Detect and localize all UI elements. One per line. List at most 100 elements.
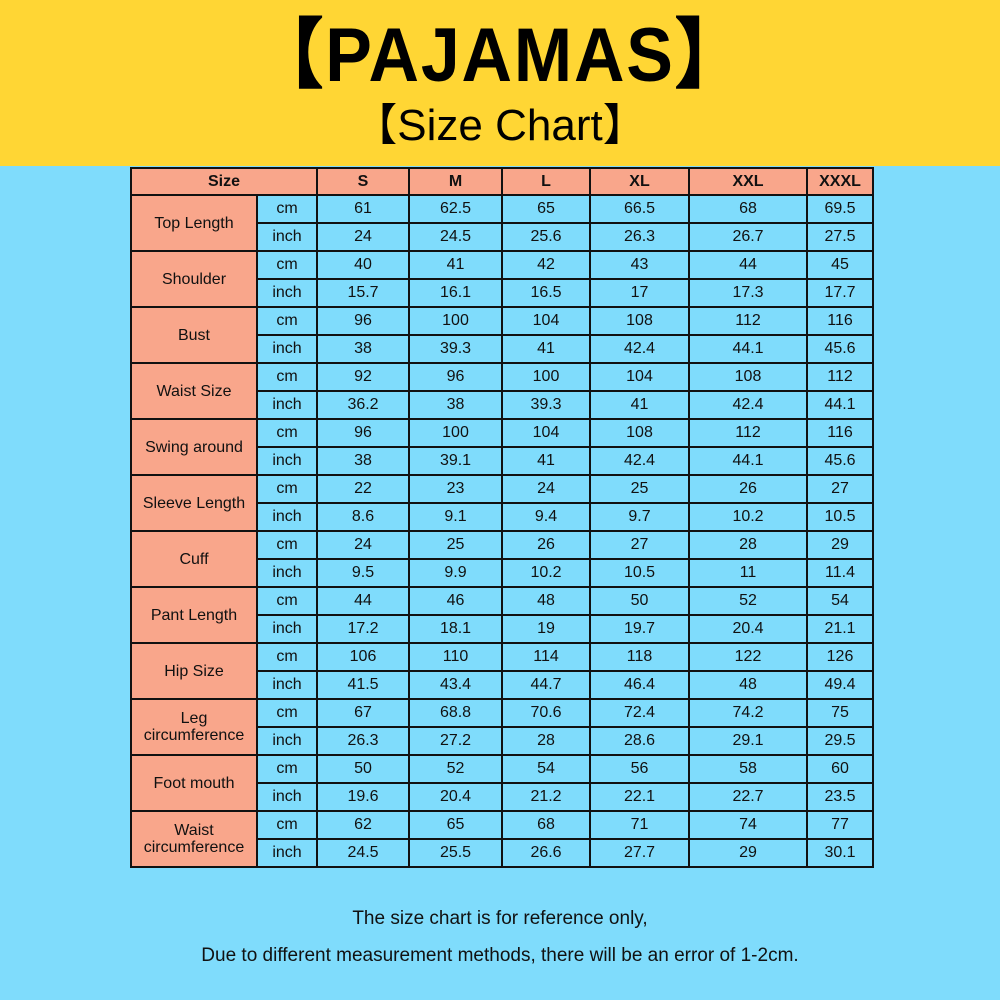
value-cell: 112 bbox=[688, 418, 809, 448]
table-row: inch 8.6 9.1 9.4 9.7 10.2 10.5 bbox=[131, 502, 875, 532]
unit-cell: cm bbox=[255, 250, 319, 280]
value-cell: 74 bbox=[688, 810, 809, 840]
value-cell: 92 bbox=[316, 362, 411, 392]
value-cell: 26.6 bbox=[501, 838, 592, 868]
value-cell: 24 bbox=[316, 530, 411, 560]
measurement-label: Bust bbox=[130, 306, 258, 364]
measurement-label: Leg circumference bbox=[130, 698, 258, 756]
value-cell: 23.5 bbox=[806, 782, 875, 812]
measurement-label: Pant Length bbox=[130, 586, 258, 644]
value-cell: 48 bbox=[688, 670, 809, 700]
note-error: Due to different measurement methods, th… bbox=[201, 945, 799, 966]
measurement-label: Shoulder bbox=[130, 250, 258, 308]
value-cell: 22 bbox=[316, 474, 411, 504]
value-cell: 29 bbox=[806, 530, 875, 560]
unit-cell: inch bbox=[255, 334, 319, 364]
value-cell: 39.3 bbox=[408, 334, 504, 364]
value-cell: 52 bbox=[688, 586, 809, 616]
value-cell: 112 bbox=[806, 362, 875, 392]
value-cell: 116 bbox=[806, 418, 875, 448]
value-cell: 48 bbox=[501, 586, 592, 616]
value-cell: 44 bbox=[316, 586, 411, 616]
table-row: inch 24 24.5 25.6 26.3 26.7 27.5 bbox=[131, 222, 875, 252]
value-cell: 20.4 bbox=[688, 614, 809, 644]
measurement-label: Swing around bbox=[130, 418, 258, 476]
table-row: inch 38 39.3 41 42.4 44.1 45.6 bbox=[131, 334, 875, 364]
value-cell: 36.2 bbox=[316, 390, 411, 420]
value-cell: 96 bbox=[316, 306, 411, 336]
value-cell: 44.1 bbox=[688, 334, 809, 364]
value-cell: 52 bbox=[408, 754, 504, 784]
value-cell: 29.1 bbox=[688, 726, 809, 756]
value-cell: 27 bbox=[806, 474, 875, 504]
table-row: Cuff cm 24 25 26 27 28 29 bbox=[130, 530, 875, 588]
value-cell: 71 bbox=[589, 810, 691, 840]
value-cell: 21.1 bbox=[806, 614, 875, 644]
size-column-header: XL bbox=[589, 167, 691, 196]
value-cell: 25 bbox=[589, 474, 691, 504]
value-cell: 68 bbox=[501, 810, 592, 840]
measurement-label: Waist circumference bbox=[130, 810, 258, 868]
measurement-label: Foot mouth bbox=[130, 754, 258, 812]
value-cell: 15.7 bbox=[316, 278, 411, 308]
value-cell: 110 bbox=[408, 642, 504, 672]
value-cell: 65 bbox=[501, 194, 592, 224]
value-cell: 72.4 bbox=[589, 698, 691, 728]
value-cell: 104 bbox=[501, 418, 592, 448]
value-cell: 68.8 bbox=[408, 698, 504, 728]
value-cell: 54 bbox=[806, 586, 875, 616]
measurement-label: Top Length bbox=[130, 194, 258, 252]
value-cell: 77 bbox=[806, 810, 875, 840]
unit-cell: inch bbox=[255, 502, 319, 532]
value-cell: 106 bbox=[316, 642, 411, 672]
table-row: Pant Length cm 44 46 48 50 52 54 bbox=[130, 586, 875, 644]
value-cell: 25.5 bbox=[408, 838, 504, 868]
unit-cell: cm bbox=[255, 754, 319, 784]
value-cell: 58 bbox=[688, 754, 809, 784]
value-cell: 17.7 bbox=[806, 278, 875, 308]
table-row: inch 15.7 16.1 16.5 17 17.3 17.7 bbox=[131, 278, 875, 308]
table-row: Foot mouth cm 50 52 54 56 58 60 bbox=[130, 754, 875, 812]
measurement-label: Cuff bbox=[130, 530, 258, 588]
table-row: inch 41.5 43.4 44.7 46.4 48 49.4 bbox=[131, 670, 875, 700]
table-row: Shoulder cm 40 41 42 43 44 45 bbox=[130, 250, 875, 308]
value-cell: 29 bbox=[688, 838, 809, 868]
value-cell: 41 bbox=[408, 250, 504, 280]
value-cell: 9.7 bbox=[589, 502, 691, 532]
value-cell: 27.5 bbox=[806, 222, 875, 252]
page-subtitle: 【Size Chart】 bbox=[353, 101, 647, 150]
value-cell: 27 bbox=[589, 530, 691, 560]
value-cell: 38 bbox=[408, 390, 504, 420]
value-cell: 38 bbox=[316, 446, 411, 476]
value-cell: 122 bbox=[688, 642, 809, 672]
value-cell: 42.4 bbox=[688, 390, 809, 420]
table-row: inch 19.6 20.4 21.2 22.1 22.7 23.5 bbox=[131, 782, 875, 812]
measurement-label: Sleeve Length bbox=[130, 474, 258, 532]
value-cell: 67 bbox=[316, 698, 411, 728]
value-cell: 45.6 bbox=[806, 446, 875, 476]
value-cell: 25 bbox=[408, 530, 504, 560]
value-cell: 40 bbox=[316, 250, 411, 280]
value-cell: 46.4 bbox=[589, 670, 691, 700]
value-cell: 39.1 bbox=[408, 446, 504, 476]
table-row: inch 24.5 25.5 26.6 27.7 29 30.1 bbox=[131, 838, 875, 868]
measurement-label: Hip Size bbox=[130, 642, 258, 700]
table-row: Bust cm 96 100 104 108 112 116 bbox=[130, 306, 875, 364]
value-cell: 42 bbox=[501, 250, 592, 280]
value-cell: 69.5 bbox=[806, 194, 875, 224]
value-cell: 20.4 bbox=[408, 782, 504, 812]
value-cell: 66.5 bbox=[589, 194, 691, 224]
value-cell: 75 bbox=[806, 698, 875, 728]
value-cell: 8.6 bbox=[316, 502, 411, 532]
unit-cell: cm bbox=[255, 474, 319, 504]
unit-cell: inch bbox=[255, 838, 319, 868]
size-chart-table: Size S M L XL XXL XXXL Top Length cm 61 62.5 65 66… bbox=[129, 167, 875, 868]
value-cell: 54 bbox=[501, 754, 592, 784]
value-cell: 17.2 bbox=[316, 614, 411, 644]
value-cell: 104 bbox=[589, 362, 691, 392]
value-cell: 74.2 bbox=[688, 698, 809, 728]
value-cell: 39.3 bbox=[501, 390, 592, 420]
value-cell: 56 bbox=[589, 754, 691, 784]
table-row: Swing around cm 96 100 104 108 112 116 bbox=[130, 418, 875, 476]
value-cell: 100 bbox=[501, 362, 592, 392]
